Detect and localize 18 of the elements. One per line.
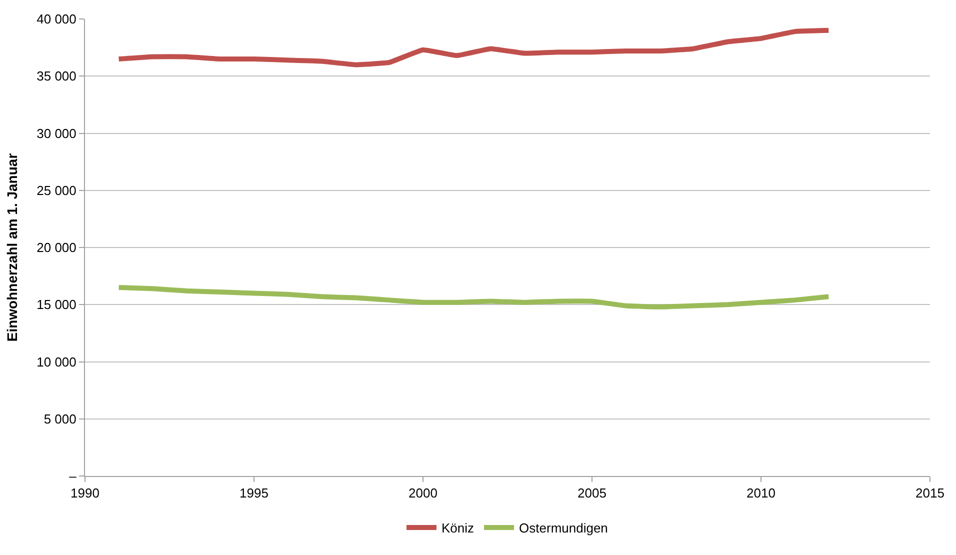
y-tick-label: – xyxy=(69,468,78,484)
x-tick-label: 2010 xyxy=(746,486,776,501)
x-tick-label: 1990 xyxy=(70,486,100,501)
y-tick-label: 35 000 xyxy=(36,68,76,84)
legend-label: Ostermundigen xyxy=(519,520,608,536)
legend-label: Köniz xyxy=(442,520,474,536)
x-tick-label: 2000 xyxy=(408,486,438,501)
x-tick-label: 1995 xyxy=(240,486,268,501)
y-axis-title: Einwohnerzahl am 1. Januar xyxy=(4,152,20,342)
y-tick-label: 40 000 xyxy=(36,12,76,27)
x-tick-label: 2015 xyxy=(916,486,944,501)
y-tick-label: 25 000 xyxy=(36,182,76,198)
x-tick-label: 2005 xyxy=(578,486,606,501)
y-tick-label: 5 000 xyxy=(44,411,76,426)
y-tick-label: 10 000 xyxy=(36,354,76,370)
y-tick-label: 20 000 xyxy=(36,240,76,256)
y-tick-label: 30 000 xyxy=(36,126,76,141)
y-tick-label: 15 000 xyxy=(36,297,76,312)
